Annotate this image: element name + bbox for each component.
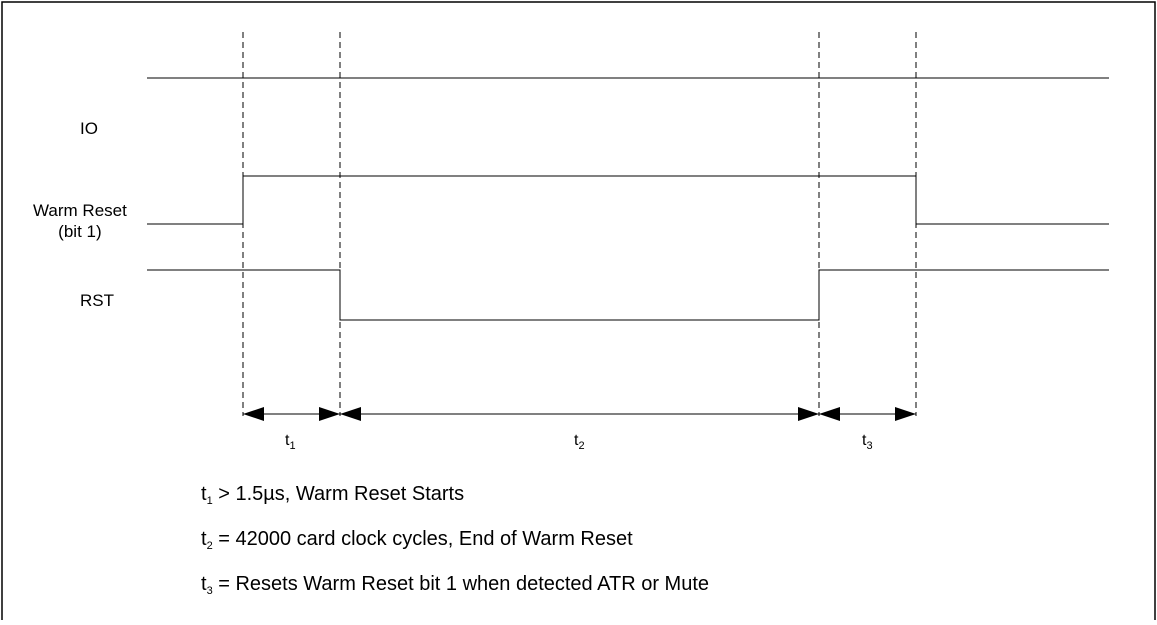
t3-label: t3	[862, 432, 873, 452]
note-t3: t3 = Resets Warm Reset bit 1 when detect…	[201, 573, 710, 597]
rst-waveform	[147, 269, 1109, 321]
io-label: IO	[80, 119, 98, 138]
warm-reset-label-main: Warm Reset	[33, 201, 127, 220]
t2-label: t2	[574, 432, 585, 452]
warm-reset-label-sub: (bit 1)	[58, 222, 102, 241]
t3-arrow	[819, 407, 916, 421]
warm-reset-label: Warm Reset (bit 1)	[33, 200, 127, 242]
warm-reset-waveform	[147, 175, 1109, 225]
note-t2: t2 = 42000 card clock cycles, End of War…	[201, 528, 633, 552]
t1-label: t1	[285, 432, 296, 452]
t1-arrow	[243, 407, 340, 421]
note-t1: t1 > 1.5µs, Warm Reset Starts	[201, 483, 465, 507]
rst-label: RST	[80, 291, 114, 310]
t2-arrow	[340, 407, 819, 421]
